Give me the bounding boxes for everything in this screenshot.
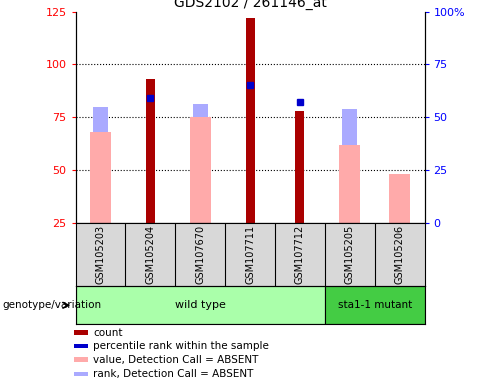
Text: GSM105204: GSM105204 xyxy=(145,225,155,284)
Text: rank, Detection Call = ABSENT: rank, Detection Call = ABSENT xyxy=(93,369,254,379)
Bar xyxy=(295,111,305,223)
Bar xyxy=(193,104,208,223)
Text: GSM105205: GSM105205 xyxy=(345,225,355,284)
Bar xyxy=(146,79,155,223)
Bar xyxy=(389,174,410,223)
Text: wild type: wild type xyxy=(175,300,225,310)
Bar xyxy=(75,357,87,362)
Bar xyxy=(90,132,111,223)
Bar xyxy=(339,145,360,223)
Text: value, Detection Call = ABSENT: value, Detection Call = ABSENT xyxy=(93,354,259,364)
Text: GSM107711: GSM107711 xyxy=(245,225,255,284)
Text: percentile rank within the sample: percentile rank within the sample xyxy=(93,341,269,351)
Bar xyxy=(190,117,211,223)
Bar xyxy=(76,286,325,324)
Bar xyxy=(75,371,87,376)
Bar xyxy=(75,344,87,348)
Text: GSM107712: GSM107712 xyxy=(295,225,305,284)
Bar xyxy=(245,18,255,223)
Bar xyxy=(342,109,357,223)
Text: count: count xyxy=(93,328,122,338)
Text: GSM105203: GSM105203 xyxy=(96,225,105,284)
Title: GDS2102 / 261146_at: GDS2102 / 261146_at xyxy=(174,0,326,10)
Bar xyxy=(325,286,425,324)
Text: genotype/variation: genotype/variation xyxy=(2,300,102,310)
Text: sta1-1 mutant: sta1-1 mutant xyxy=(338,300,412,310)
Text: GSM105206: GSM105206 xyxy=(395,225,405,284)
Bar xyxy=(75,330,87,335)
Text: GSM107670: GSM107670 xyxy=(195,225,205,284)
Bar xyxy=(93,107,108,223)
